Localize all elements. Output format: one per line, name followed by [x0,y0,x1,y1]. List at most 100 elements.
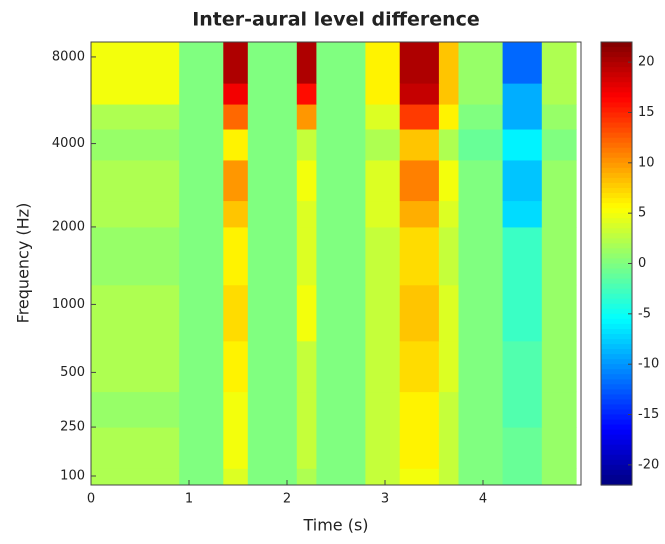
heatmap-cell [438,83,459,105]
y-tick-label: 1000 [52,297,85,312]
heatmap-cell [296,427,317,469]
heatmap-cell [247,83,298,105]
y-tick-label: 2000 [52,219,85,234]
heatmap-cell [365,104,401,130]
heatmap-cell [316,391,366,428]
colorbar-swatch [601,364,632,370]
colorbar-swatch [601,112,632,119]
colorbar-swatch [601,92,632,98]
colorbar-swatch [601,157,632,164]
heatmap-cell [91,391,180,428]
heatmap-cell [458,42,504,84]
heatmap-cell [91,159,180,202]
colorbar-swatch [601,344,632,350]
heatmap-cell [365,468,401,486]
heatmap-cell [502,159,543,202]
heatmap-cell [223,391,249,428]
colorbar-tick-label: -10 [638,357,659,372]
heatmap-cell [189,340,224,393]
heatmap-cell [438,42,459,84]
heatmap-cell [296,129,317,161]
heatmap-cell [179,226,190,286]
colorbar-swatch [601,323,632,330]
heatmap-cell [316,340,366,393]
heatmap-cell [316,226,366,286]
heatmap-cell [316,104,366,130]
heatmap-cell [247,391,298,428]
colorbar-swatch [601,424,632,431]
heatmap-cell [189,129,224,161]
colorbar-swatch [601,127,632,134]
y-tick-label: 4000 [52,136,85,151]
x-tick-label: 0 [87,492,95,507]
colorbar-swatch [601,253,632,260]
colorbar-swatch [601,248,632,255]
heatmap-cell [438,200,459,228]
colorbar-swatch [601,434,632,441]
heatmap-cell [365,340,401,393]
colorbar-swatch [601,303,632,310]
heatmap-cell [223,200,249,228]
heatmap-cell [438,159,459,202]
y-tick-label: 500 [60,365,85,380]
heatmap-cell [296,83,317,105]
colorbar-swatch [601,278,632,285]
heatmap-cell [223,83,249,105]
heatmap-cell [316,42,366,84]
heatmap-cell [316,159,366,202]
colorbar-swatch [601,218,632,224]
x-axis-label: Time (s) [302,516,368,535]
heatmap-cell [458,427,504,469]
heatmap-cell [438,468,459,486]
colorbar-swatch [601,228,632,234]
colorbar-swatch [601,42,632,48]
colorbar-swatch [601,82,632,88]
colorbar-tick-label: 10 [638,155,655,170]
heatmap-cell [502,42,543,84]
y-tick-label: 100 [60,468,85,483]
heatmap-cell [296,42,317,84]
heatmap-cell [502,200,543,228]
heatmap-cell [458,104,504,130]
heatmap-cell [189,104,224,130]
heatmap-cell [179,284,190,342]
heatmap-cell [541,468,577,486]
colorbar-swatch [601,213,632,219]
colorbar-swatch [601,233,632,239]
heatmap-cell [541,83,577,105]
colorbar-swatch [601,429,632,436]
heatmap-cell [438,226,459,286]
heatmap-cell [365,284,401,342]
colorbar-swatch [601,167,632,174]
heatmap-cell [316,284,366,342]
colorbar-swatch [601,313,632,320]
heatmap-cell [502,391,543,428]
y-tick-label: 250 [60,420,85,435]
heatmap-cell [223,42,249,84]
heatmap-cell [438,129,459,161]
colorbar-swatch [601,162,632,169]
heatmap-cell [223,340,249,393]
heatmap-cell [458,226,504,286]
colorbar-swatch [601,464,632,471]
heatmap-cell [223,159,249,202]
heatmap-cell [399,468,440,486]
heatmap-cell [541,427,577,469]
heatmap-cell [247,340,298,393]
y-axis-label: Frequency (Hz) [14,203,33,324]
x-tick-label: 4 [479,492,487,507]
colorbar-tick-label: 5 [638,206,646,221]
heatmap-cell [223,226,249,286]
colorbar-swatch [601,379,632,385]
heatmap-cell [502,284,543,342]
colorbar-swatch [601,52,632,58]
heatmap-cell [179,104,190,130]
heatmap-cell [316,427,366,469]
heatmap-cell [247,129,298,161]
heatmap-cell [365,159,401,202]
heatmap-cell [399,159,440,202]
heatmap-cell [296,159,317,202]
colorbar-swatch [601,419,632,426]
colorbar-swatch [601,389,632,395]
